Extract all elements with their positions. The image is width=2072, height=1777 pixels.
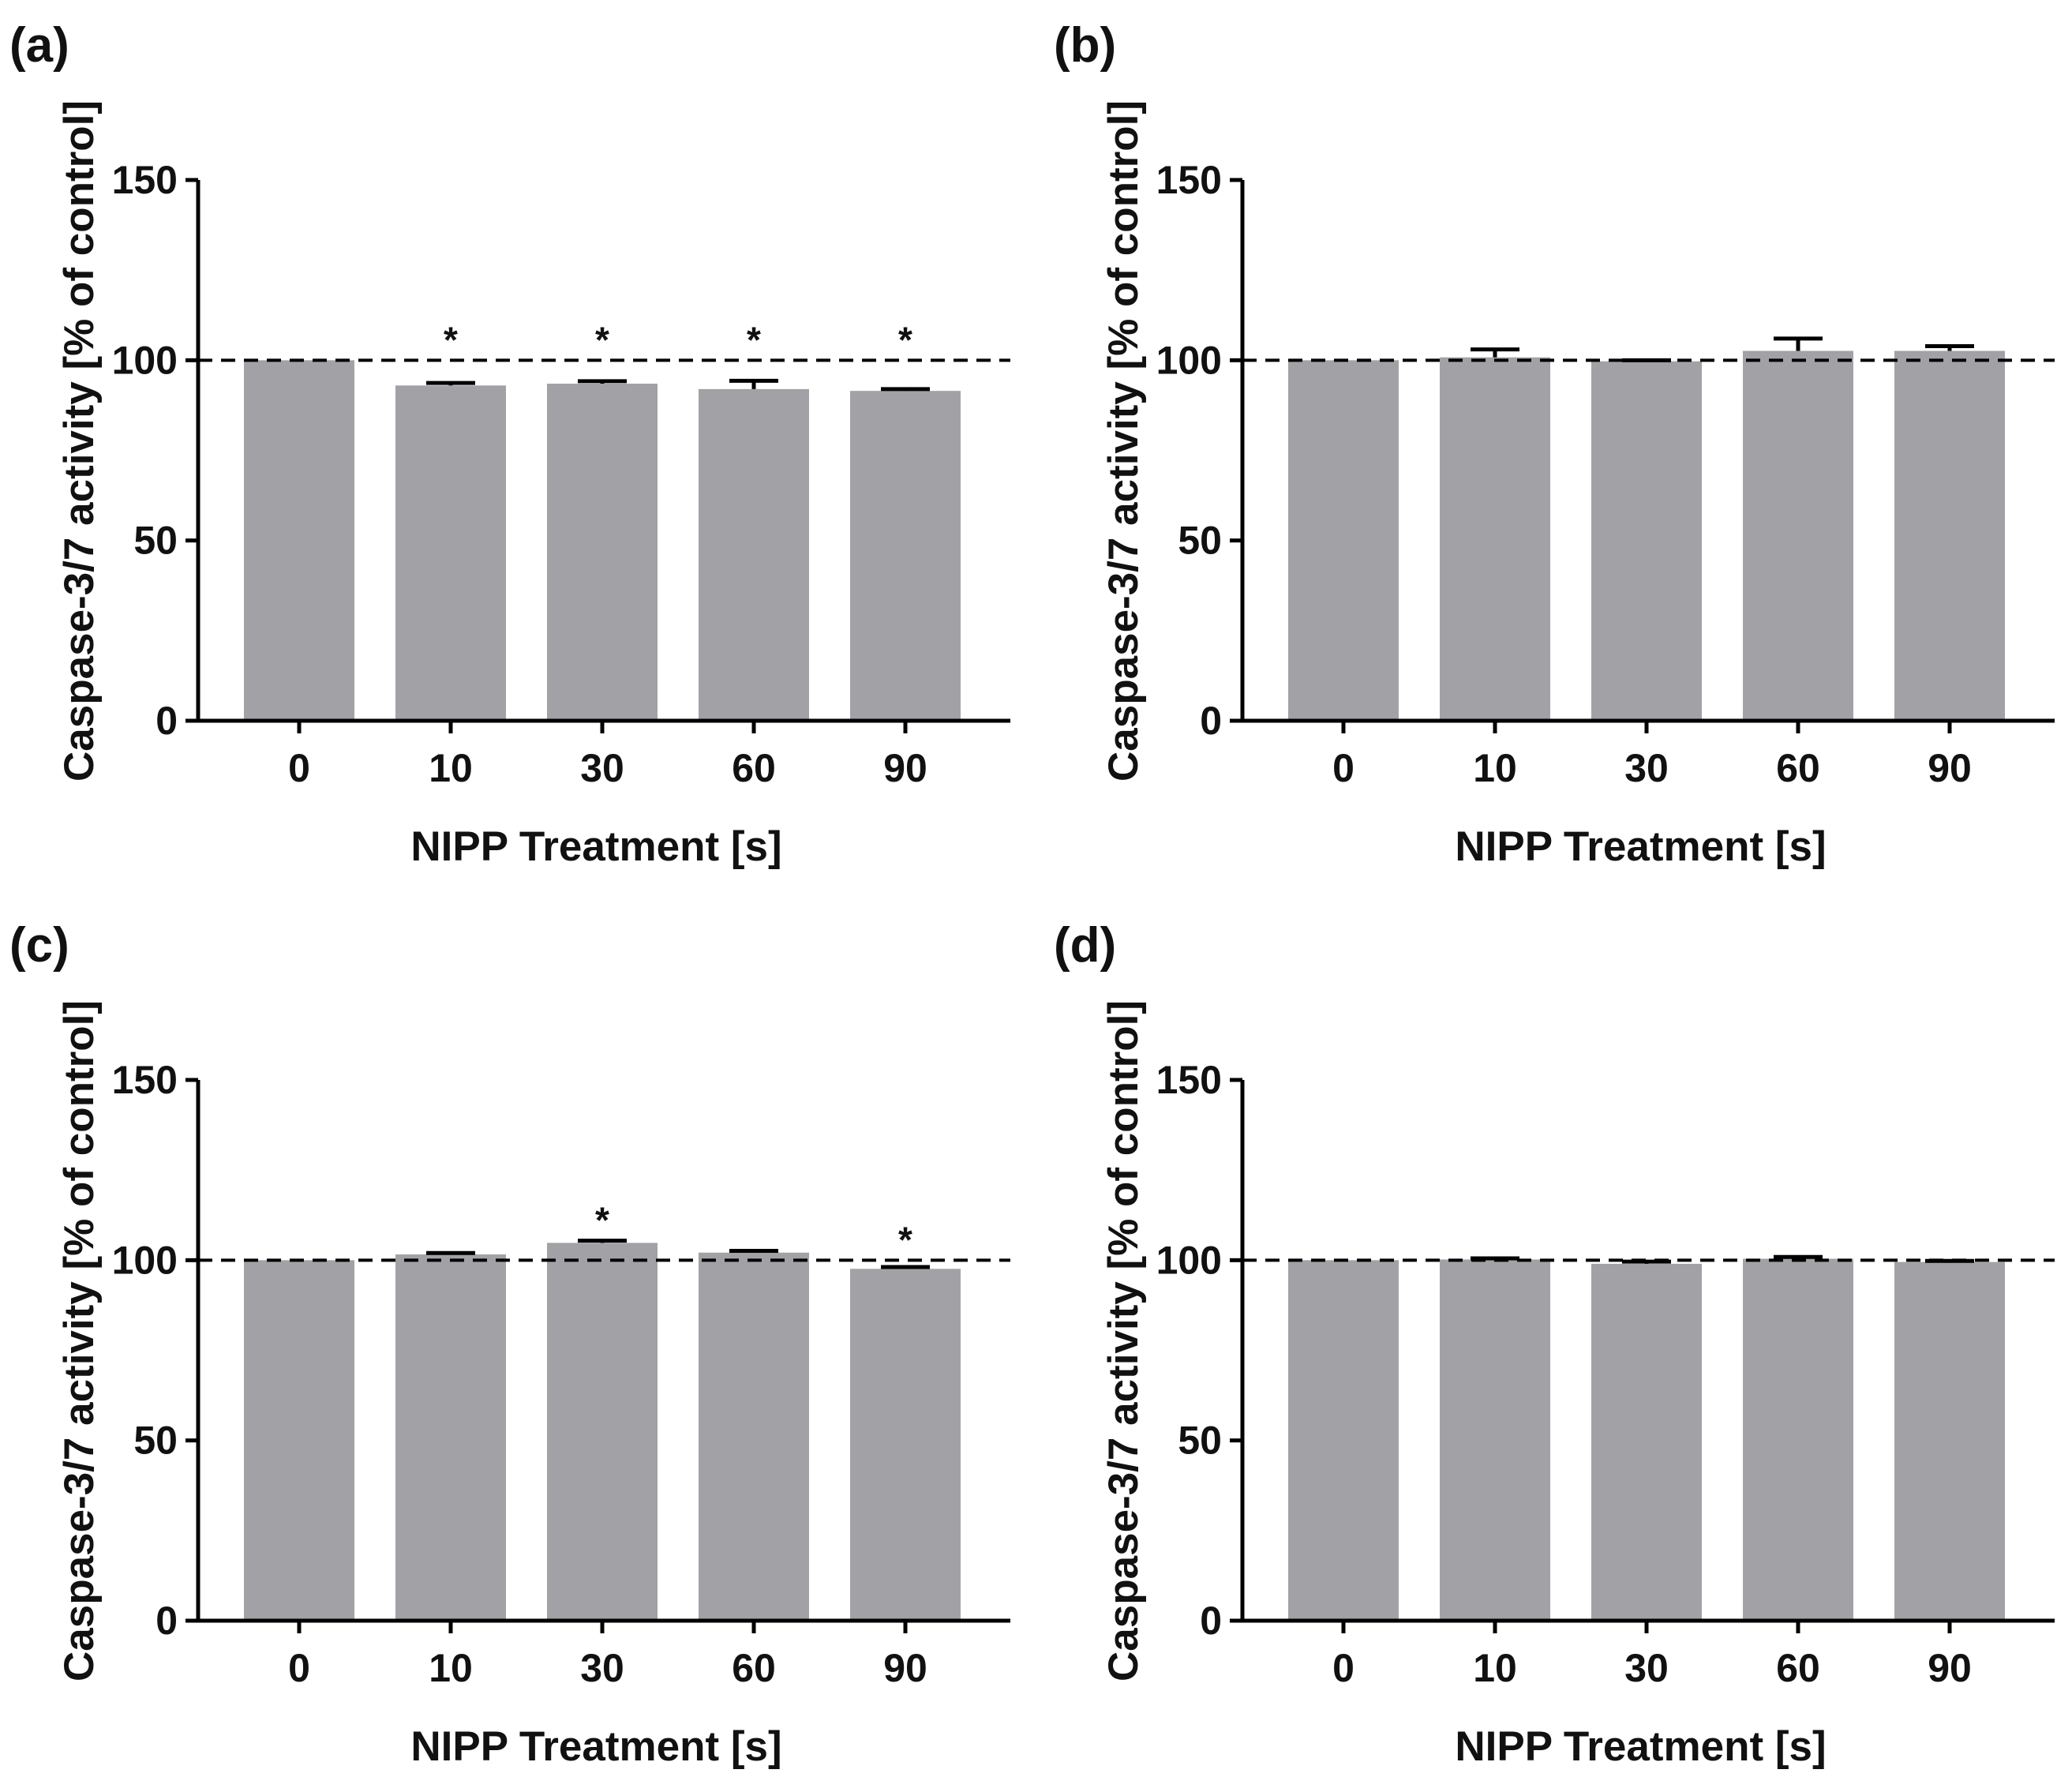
- y-tick-label: 0: [1200, 699, 1222, 743]
- y-tick-label: 0: [1200, 1599, 1222, 1643]
- x-tick-label: 60: [1776, 746, 1820, 790]
- y-axis-title: Caspase-3/7 activity [% of control]: [1100, 1000, 1147, 1681]
- x-tick-label: 90: [1928, 746, 1972, 790]
- bar: [547, 1243, 658, 1621]
- bar: [1894, 1262, 2005, 1621]
- bar: [850, 391, 961, 721]
- bar: [1894, 351, 2005, 721]
- x-tick-label: 30: [1624, 1646, 1669, 1690]
- x-axis-title: NIPP Treatment [s]: [410, 823, 781, 870]
- y-tick-label: 150: [1156, 1058, 1222, 1102]
- x-tick-label: 0: [1332, 1646, 1354, 1690]
- x-tick-label: 0: [288, 746, 310, 790]
- bar: [1591, 1263, 1702, 1621]
- x-tick-label: 0: [288, 1646, 310, 1690]
- bar: [395, 1254, 506, 1621]
- y-tick-label: 50: [133, 519, 178, 563]
- bar: [1288, 360, 1399, 721]
- y-axis-title: Caspase-3/7 activity [% of control]: [56, 100, 103, 782]
- bar: [547, 384, 658, 721]
- bar: [1440, 357, 1550, 721]
- panel-label: (d): [1054, 918, 1116, 973]
- bar: [1440, 1259, 1550, 1621]
- x-tick-label: 10: [429, 746, 473, 790]
- y-tick-label: 100: [112, 338, 178, 382]
- x-tick-label: 10: [1473, 746, 1517, 790]
- y-tick-label: 150: [1156, 158, 1222, 202]
- panel-0: (a) * * * * 0 50 100 150 0 10 30 60 90 NIPP Treatment …: [9, 18, 1010, 870]
- bar: [244, 1260, 354, 1621]
- x-tick-label: 60: [732, 746, 776, 790]
- x-tick-label: 30: [1624, 746, 1669, 790]
- y-tick-label: 150: [112, 1058, 178, 1102]
- x-axis-title: NIPP Treatment [s]: [410, 1723, 781, 1770]
- significance-star: *: [444, 319, 458, 360]
- y-axis-title: Caspase-3/7 activity [% of control]: [1100, 100, 1147, 782]
- x-tick-label: 0: [1332, 746, 1354, 790]
- panel-1: (b) 0 50 100 150 0 10 30 60 90 NIPP Treatment [s] C…: [1054, 18, 2055, 870]
- panel-label: (b): [1054, 18, 1116, 73]
- y-tick-label: 50: [133, 1419, 178, 1463]
- y-tick-label: 100: [112, 1238, 178, 1282]
- y-axis-title: Caspase-3/7 activity [% of control]: [56, 1000, 103, 1681]
- significance-star: *: [898, 1219, 912, 1260]
- bar: [850, 1269, 961, 1621]
- y-tick-label: 50: [1178, 1419, 1222, 1463]
- bar: [1591, 361, 1702, 721]
- x-axis-title: NIPP Treatment [s]: [1455, 1723, 1826, 1770]
- x-tick-label: 90: [883, 746, 927, 790]
- x-tick-label: 10: [1473, 1646, 1517, 1690]
- bar: [244, 360, 354, 721]
- x-tick-label: 30: [580, 1646, 624, 1690]
- bar: [699, 1252, 809, 1621]
- bar: [699, 388, 809, 721]
- bar: [1288, 1260, 1399, 1621]
- panel-2: (c) * * 0 50 100 150 0 10 30 60 90 NIPP Treatment [s…: [9, 918, 1010, 1770]
- panel-3: (d) 0 50 100 150 0 10 30 60 90 NIPP Treatment [s] C…: [1054, 918, 2055, 1770]
- significance-star: *: [747, 319, 761, 360]
- y-tick-label: 100: [1156, 1238, 1222, 1282]
- panel-label: (c): [9, 918, 69, 973]
- y-tick-label: 150: [112, 158, 178, 202]
- x-tick-label: 30: [580, 746, 624, 790]
- x-axis-title: NIPP Treatment [s]: [1455, 823, 1826, 870]
- x-tick-label: 60: [1776, 1646, 1820, 1690]
- y-tick-label: 0: [155, 699, 178, 743]
- significance-star: *: [595, 1200, 609, 1241]
- bar: [1743, 351, 1853, 721]
- bar: [1743, 1258, 1853, 1621]
- x-tick-label: 90: [883, 1646, 927, 1690]
- x-tick-label: 90: [1928, 1646, 1972, 1690]
- panel-label: (a): [9, 18, 69, 73]
- y-tick-label: 100: [1156, 338, 1222, 382]
- x-tick-label: 10: [429, 1646, 473, 1690]
- y-tick-label: 50: [1178, 519, 1222, 563]
- bar: [395, 385, 506, 721]
- y-tick-label: 0: [155, 1599, 178, 1643]
- x-tick-label: 60: [732, 1646, 776, 1690]
- significance-star: *: [595, 319, 609, 360]
- significance-star: *: [898, 319, 912, 360]
